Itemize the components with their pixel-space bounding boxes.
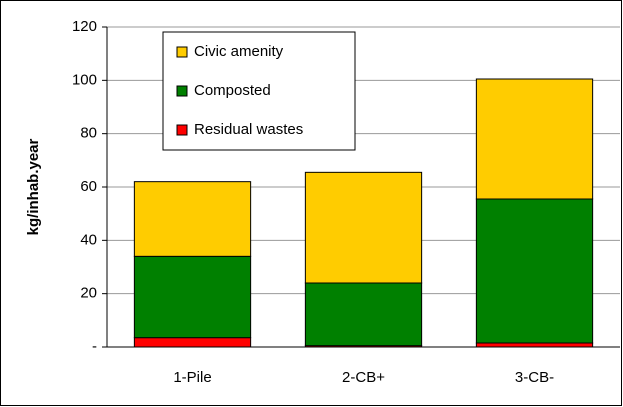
y-tick-label: 60 [80,178,97,195]
y-tick-label: - [92,338,97,355]
x-tick-label: 1-Pile [173,369,211,386]
bar-segment [475,342,594,348]
bar-segment [304,282,423,347]
bar-segment [475,78,594,200]
x-tick-label: 2-CB+ [342,369,385,386]
y-tick-label: 100 [72,71,97,88]
legend-swatch [176,85,188,97]
y-tick-label: 120 [72,18,97,35]
legend-swatch [176,124,188,136]
bar-segment [304,171,423,284]
x-tick-label: 3-CB- [515,369,554,386]
y-tick-label: 20 [80,285,97,302]
bar-segment [133,181,252,257]
legend-label: Residual wastes [194,121,303,138]
legend-label: Civic amenity [194,43,284,60]
bar-segment [133,337,252,348]
legend-label: Composted [194,82,271,99]
legend-box [162,31,356,151]
legend-swatch [176,46,188,58]
y-tick-label: 80 [80,125,97,142]
bar-segment [133,255,252,339]
y-tick-label: 40 [80,231,97,248]
y-axis-label: kg/inhab.year [25,138,42,235]
bar-segment [475,198,594,344]
